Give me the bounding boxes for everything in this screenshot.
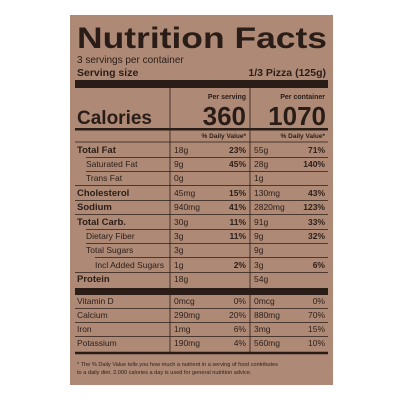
daily-value: 70%: [308, 310, 325, 320]
nutrient-name: Sodium: [77, 202, 112, 213]
nutrient-name: Calcium: [77, 310, 108, 320]
daily-value: 6%: [234, 324, 247, 334]
thick-rule: [75, 80, 328, 88]
amount: 18g: [174, 274, 188, 284]
title: Nutrition Facts: [77, 22, 327, 55]
nutrient-name: Cholesterol: [77, 188, 129, 199]
per-container-header: Per container: [280, 94, 325, 101]
nutrient-name: Saturated Fat: [86, 159, 138, 169]
nutrient-name: Total Fat: [77, 145, 117, 156]
amount: 30g: [174, 217, 188, 227]
amount: 45mg: [174, 188, 196, 198]
amount: 3g: [254, 260, 264, 270]
daily-value: 32%: [308, 231, 325, 241]
daily-value: 23%: [229, 145, 246, 155]
nutrient-name: Potassium: [77, 338, 117, 348]
amount: 55g: [254, 145, 268, 155]
thick-rule: [75, 288, 328, 295]
footnote: * The % Daily Value tells you how much a…: [77, 362, 278, 368]
daily-value: 43%: [308, 188, 325, 198]
per-serving-header: Per serving: [208, 94, 246, 101]
label-background: [70, 15, 333, 385]
amount: 290mg: [174, 310, 200, 320]
daily-value: 45%: [229, 159, 246, 169]
calories-serving: 360: [203, 101, 246, 131]
amount: 3g: [174, 245, 184, 255]
nutrient-name: Trans Fat: [86, 173, 123, 183]
amount: 1g: [254, 173, 264, 183]
daily-value: 0%: [313, 296, 326, 306]
amount: 9g: [254, 231, 264, 241]
nutrient-name: Total Sugars: [86, 245, 133, 255]
daily-value: 2%: [234, 260, 247, 270]
daily-value: 0%: [234, 296, 247, 306]
amount: 130mg: [254, 188, 280, 198]
daily-value: 33%: [308, 217, 325, 227]
calories-container: 1070: [268, 101, 326, 131]
footnote: to a daily diet. 2,000 calories a day is…: [77, 370, 252, 376]
dv-header: % Daily Value*: [202, 133, 247, 140]
medium-rule: [75, 128, 328, 131]
serving-size-value: 1/3 Pizza (125g): [248, 67, 326, 79]
amount: 3g: [174, 231, 184, 241]
nutrient-name: Iron: [77, 324, 92, 334]
amount: 9g: [254, 245, 264, 255]
nutrient-name: Protein: [77, 274, 110, 285]
amount: 560mg: [254, 338, 280, 348]
nutrient-name: Dietary Fiber: [86, 231, 135, 241]
daily-value: 11%: [229, 231, 246, 241]
amount: 1mg: [174, 324, 191, 334]
amount: 0mcg: [254, 296, 275, 306]
dv-header: % Daily Value*: [281, 133, 326, 140]
nutrient-name: Vitamin D: [77, 296, 114, 306]
calories-label: Calories: [77, 108, 152, 129]
amount: 880mg: [254, 310, 280, 320]
daily-value: 6%: [313, 260, 326, 270]
amount: 91g: [254, 217, 268, 227]
daily-value: 140%: [303, 159, 325, 169]
amount: 190mg: [174, 338, 200, 348]
amount: 0g: [174, 173, 184, 183]
amount: 1g: [174, 260, 184, 270]
daily-value: 123%: [303, 202, 325, 212]
amount: 2820mg: [254, 202, 285, 212]
daily-value: 11%: [229, 217, 246, 227]
daily-value: 15%: [229, 188, 246, 198]
daily-value: 20%: [229, 310, 246, 320]
amount: 3mg: [254, 324, 271, 334]
amount: 28g: [254, 159, 268, 169]
amount: 0mcg: [174, 296, 195, 306]
daily-value: 15%: [308, 324, 325, 334]
daily-value: 4%: [234, 338, 247, 348]
daily-value: 71%: [308, 145, 325, 155]
serving-size-label: Serving size: [77, 67, 138, 79]
amount: 54g: [254, 274, 268, 284]
nutrient-name: Incl Added Sugars: [95, 260, 164, 270]
daily-value: 41%: [229, 202, 246, 212]
nutrient-name: Total Carb.: [77, 217, 126, 228]
amount: 9g: [174, 159, 184, 169]
servings: 3 servings per container: [77, 55, 184, 66]
amount: 18g: [174, 145, 188, 155]
daily-value: 10%: [308, 338, 325, 348]
amount: 940mg: [174, 202, 200, 212]
